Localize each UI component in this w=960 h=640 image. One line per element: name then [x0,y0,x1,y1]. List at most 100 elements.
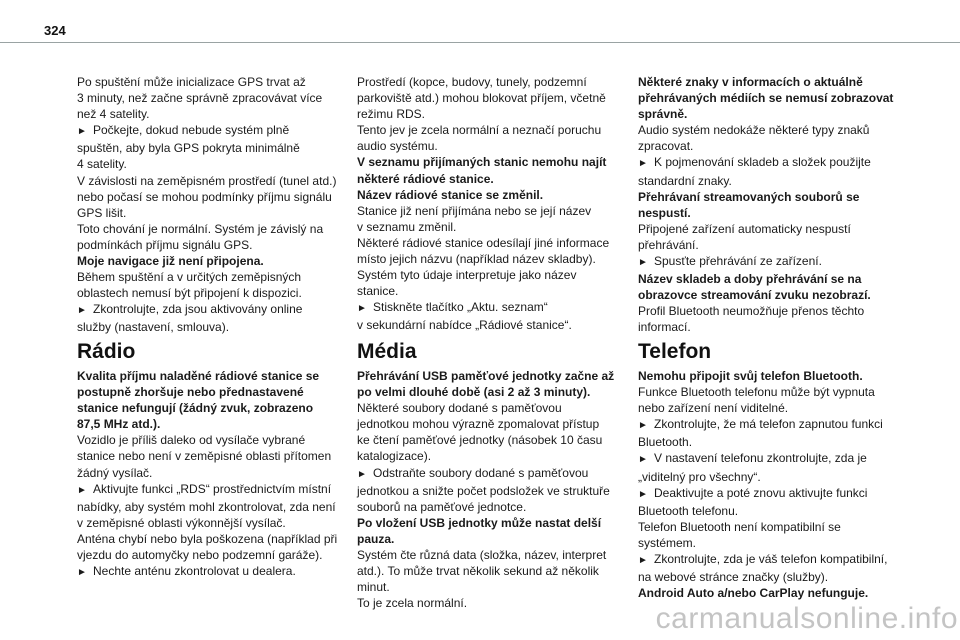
text: Profil Bluetooth neumožňuje přenos těcht… [638,304,865,319]
text-line: nabídky, aby systém mohl zkontrolovat, z… [77,499,355,515]
text: Některé znaky v informacích o aktuálně [638,75,863,89]
text-line: některé rádiové stanice. [357,171,635,187]
text: jednotkou a snižte počet podsložek ve st… [357,483,610,498]
text-line: Některé soubory dodané s paměťovou [357,400,635,416]
text: 4 satelity. [77,157,127,172]
text-line: Po spuštění může inicializace GPS trvat … [77,74,355,90]
text: Po vložení USB jednotky může nastat delš… [357,515,602,530]
text-line: ► Deaktivujte a poté znovu aktivujte funk… [638,485,916,503]
text: Po spuštění může inicializace GPS trvat … [77,75,306,89]
text-line: Vozidlo je příliš daleko od vysílače vyb… [77,432,355,448]
text: na webové stránce značky (služby). [638,570,829,585]
paragraph: Stanice již není přijímána nebo se její … [357,203,635,300]
text-line: V závislosti na zeměpisném prostředí (tu… [77,173,355,189]
bullet-instruction: ► Zkontrolujte, zda je váš telefon kompat… [638,551,916,585]
text-line: To je zcela normální. [357,595,635,611]
text-line: správně. [638,106,916,122]
text-line: Název rádiové stanice se změnil. [357,187,635,203]
text-line: nespustí. [638,205,916,221]
text: To je zcela normální. [357,596,468,611]
text: Bluetooth. [638,435,693,450]
text-line: informací. [638,319,916,335]
text-line: Anténa chybí nebo byla poškozena (napřík… [77,531,355,547]
text: Moje navigace již není připojena. [77,254,264,269]
text-line: režimu RDS. [357,106,635,122]
text: nespustí. [638,205,691,220]
text-line: Bluetooth. [638,434,916,450]
text-line: ► Počkejte, dokud nebude systém plně [77,122,355,140]
text: přehrávání. [638,237,699,252]
bullet-arrow-icon: ► [77,305,87,317]
text: Toto chování je normální. Systém je závi… [77,221,324,236]
text: Nemohu připojit svůj telefon Bluetooth. [638,369,863,383]
text-line: stanice nebo není v zeměpisné oblasti př… [77,448,355,464]
bullet-arrow-icon: ► [638,158,648,170]
text-line: Některé znaky v informacích o aktuálně [638,74,916,90]
text: Počkejte, dokud nebude systém plně [93,123,290,138]
bullet-arrow-icon: ► [357,468,367,480]
text-line: jednotkou a snižte počet podsložek ve st… [357,483,635,499]
text-line: standardní znaky. [638,173,916,189]
text-line: Systém tyto údaje interpretuje jako náze… [357,267,635,283]
text-line: stanice. [357,283,635,299]
text: Stanice již není přijímána nebo se její … [357,203,592,218]
text-line: Moje navigace již není připojena. [77,253,355,269]
paragraph: V závislosti na zeměpisném prostředí (tu… [77,173,355,253]
text: Název skladeb a doby přehrávání se na [638,272,862,287]
text-line: po velmi dlouhé době (asi 2 až 3 minuty)… [357,384,635,400]
text: „viditelný pro všechny“. [638,469,761,484]
text-line: katalogizace). [357,448,635,464]
text-line: Některé rádiové stanice odesílají jiné i… [357,235,635,251]
text-line: ► Stiskněte tlačítko „Aktu. seznam“ [357,299,635,317]
bullet-arrow-icon: ► [638,420,648,432]
text-line: spuštěn, aby byla GPS pokryta minimálně [77,140,355,156]
text: pauza. [357,531,395,546]
paragraph: Audio systém nedokáže některé typy znaků… [638,122,916,154]
text: Audio systém nedokáže některé typy znaků [638,123,870,138]
text: žádný vysílač. [77,465,153,480]
text-line: žádný vysílač. [77,465,355,481]
bold-question: Některé znaky v informacích o aktuálně př… [638,74,916,122]
text-line: v sekundární nabídce „Rádiové stanice“. [357,317,635,333]
text: Připojené zařízení automaticky nespustí [638,221,851,236]
text: spuštěn, aby byla GPS pokryta minimálně [77,141,300,156]
paragraph: Systém čte různá data (složka, název, in… [357,547,635,611]
text: oblastech nemusí být připojení k dispozi… [77,286,302,301]
text: než 4 satelity. [77,107,150,122]
text-line: podmínkách příjmu signálu GPS. [77,237,355,253]
text: obrazovce streamování zvuku nezobrazí. [638,288,871,303]
text: Kvalita příjmu naladěné rádiové stanice … [77,369,320,383]
text: V seznamu přijímaných stanic nemohu nají… [357,155,607,170]
text: audio systému. [357,139,438,154]
paragraph: Anténa chybí nebo byla poškozena (napřík… [77,531,355,563]
text-line: Android Auto a/nebo CarPlay nefunguje. [638,585,916,601]
paragraph: Vozidlo je příliš daleko od vysílače vyb… [77,432,355,480]
bullet-arrow-icon: ► [77,484,87,496]
section-telefon: Telefon Nemohu připojit svůj telefon Blue… [638,338,916,601]
bullet-instruction: ► Zkontrolujte, zda jsou aktivovány onlin… [77,301,355,335]
text-line: „viditelný pro všechny“. [638,469,916,485]
text-line: jednotkou mohou výrazně zpomalovat příst… [357,416,635,432]
bullet-arrow-icon: ► [77,567,87,579]
text-line: Přehrávání USB paměťové jednotky začne a… [357,368,635,384]
text: V závislosti na zeměpisném prostředí (tu… [77,173,337,188]
text: nebo počasí se mohou podmínky příjmu sig… [77,189,332,204]
text: stanice nebo není v zeměpisné oblasti př… [77,449,332,464]
text-line: systémem. [638,535,916,551]
text-line: místo jejich názvu (například název skla… [357,251,635,267]
text-line: ► Zkontrolujte, že má telefon zapnutou fu… [638,416,916,434]
bold-question: Přehrávání USB paměťové jednotky začne a… [357,368,635,400]
text: Tento jev je zcela normální a neznačí po… [357,123,602,138]
text: v seznamu změnil. [357,219,457,234]
text-line: než 4 satelity. [77,106,355,122]
paragraph: Během spuštění a v určitých zeměpisných o… [77,269,355,301]
text-line: Systém čte různá data (složka, název, in… [357,547,635,563]
text-line: Kvalita příjmu naladěné rádiové stanice … [77,368,355,384]
text-line: GPS lišit. [77,205,355,221]
text: nabídky, aby systém mohl zkontrolovat, z… [77,499,336,514]
bullet-instruction: ► Stiskněte tlačítko „Aktu. seznam“ v seku… [357,299,635,333]
bold-question: Android Auto a/nebo CarPlay nefunguje. [638,585,916,601]
bullet-arrow-icon: ► [638,454,648,466]
text-line: Prostředí (kopce, budovy, tunely, podzem… [357,74,635,90]
paragraph: Připojené zařízení automaticky nespustí p… [638,221,916,253]
